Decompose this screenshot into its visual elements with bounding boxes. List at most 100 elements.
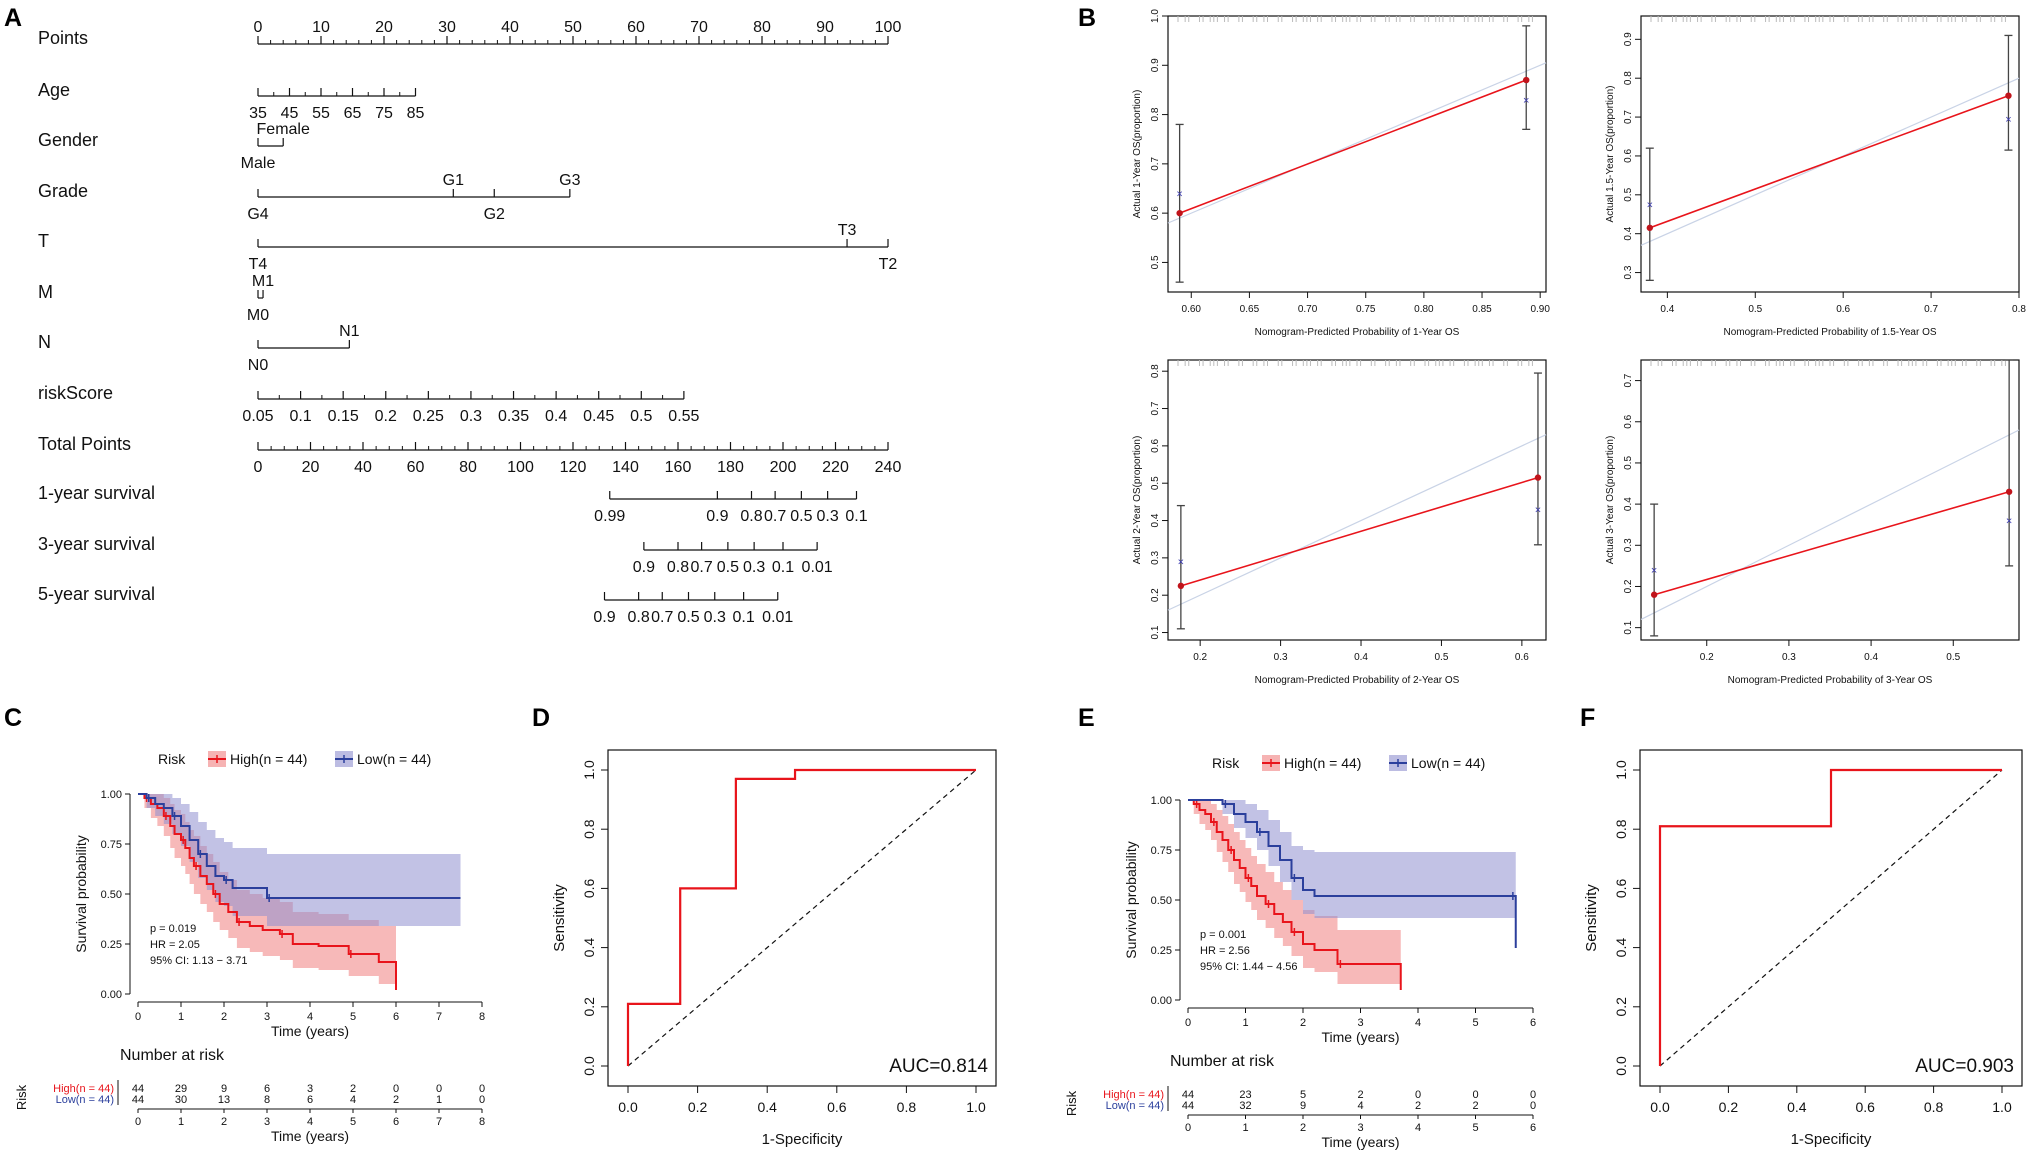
km-legend-title: Risk (158, 751, 186, 767)
calibration-xtick-label: 0.85 (1472, 304, 1492, 315)
km-ytick-label: 1.00 (101, 789, 122, 801)
calibration-ytick-label: 0.6 (1623, 414, 1634, 428)
calibration-ytick-label: 0.8 (1150, 107, 1161, 121)
km-ytick-label: 0.50 (101, 889, 122, 901)
roc-ytick-label: 0.6 (581, 878, 597, 898)
calibration-xtick-label: 0.60 (1182, 304, 1202, 315)
calibration-ytick-label: 0.6 (1150, 206, 1161, 220)
nomogram-tick-label-surv5: 0.9 (593, 609, 615, 626)
calibration-ideal-line (1167, 434, 1547, 611)
km-xtick-label: 4 (307, 1011, 313, 1023)
calibration-plot-calib3: × × 0.2 0.3 0.4 0.5 0.1 0.2 0.3 0.4 0.5 0.6 0.7 Nomog… (1605, 359, 2020, 686)
risk-table-xtick-label: 0 (1185, 1122, 1191, 1134)
calibration-frame (1640, 359, 2020, 641)
nomogram-tick-label-total: 240 (875, 459, 902, 476)
calibration-ytick-label: 0.1 (1150, 625, 1161, 639)
calibration-ytick-label: 0.2 (1150, 588, 1161, 602)
calibration-x-marker: × (1647, 200, 1653, 212)
risk-table-row-name: High(n = 44) (53, 1083, 114, 1095)
roc-frame (607, 749, 997, 1087)
nomogram-row-label-riskscore: riskScore (38, 383, 113, 403)
nomogram-tick-label-surv3: 0.9 (633, 559, 655, 576)
risk-table-row-name: High(n = 44) (1103, 1089, 1164, 1101)
km-xtick-label: 1 (1242, 1017, 1248, 1029)
risk-table-count: 8 (264, 1094, 270, 1106)
nomogram-tick-label-surv1: 0.7 (764, 508, 786, 525)
risk-table-count: 0 (436, 1083, 442, 1095)
calibration-panels: × × 0.60 0.65 0.70 0.75 0.80 0.85 0.90 0.5 0.6 0.7 0… (1132, 9, 2026, 686)
calibration-xtick-label: 0.6 (1515, 652, 1529, 663)
roc-ytick-label: 0.0 (1613, 1056, 1629, 1076)
nomogram-tick-label-age: 35 (249, 105, 267, 122)
panel-letter-c: C (4, 704, 22, 732)
nomogram-tick-label-surv3: 0.7 (691, 559, 713, 576)
risk-table-count: 44 (1182, 1089, 1194, 1101)
nomogram-tick-label-surv5: 0.3 (704, 609, 726, 626)
calibration-xtick-label: 0.70 (1298, 304, 1318, 315)
calibration-xtick-label: 0.2 (1700, 652, 1714, 663)
roc-ytick-label: 0.4 (581, 938, 597, 958)
risk-table-count: 9 (221, 1083, 227, 1095)
nomogram-tick-label-n: N1 (339, 323, 360, 340)
risk-table-xlabel: Time (years) (271, 1128, 349, 1144)
calibration-line (1179, 79, 1527, 214)
risk-table-ylabel: Risk (14, 1084, 29, 1110)
risk-table-xtick-label: 4 (1415, 1122, 1421, 1134)
nomogram-tick-label-total: 180 (717, 459, 744, 476)
risk-table-count: 44 (1182, 1100, 1194, 1112)
roc-xtick-label: 0.8 (1924, 1099, 1944, 1115)
risk-table-count: 32 (1239, 1100, 1251, 1112)
nomogram-tick-label-surv3: 0.5 (717, 559, 739, 576)
roc-xtick-label: 0.0 (1650, 1099, 1670, 1115)
risk-table-count: 29 (175, 1083, 187, 1095)
nomogram-row-label-gender: Gender (38, 130, 98, 150)
calibration-ylabel: Actual 1.5-Year OS(proportion) (1605, 86, 1616, 223)
risk-table-count: 9 (1300, 1100, 1306, 1112)
calibration-xtick-label: 0.5 (1434, 652, 1448, 663)
risk-table-xtick-label: 2 (221, 1116, 227, 1128)
nomogram-tick-label-points: 10 (312, 19, 330, 36)
nomogram-row-label-points: Points (38, 28, 88, 48)
calibration-xtick-label: 0.4 (1354, 652, 1368, 663)
nomogram-tick-label-grade: G2 (484, 206, 505, 223)
nomogram-tick-label-points: 40 (501, 19, 519, 36)
nomogram-tick-label-points: 60 (627, 19, 645, 36)
nomogram-tick-label-total: 0 (254, 459, 263, 476)
km-xtick-label: 0 (135, 1011, 141, 1023)
risk-table-xtick-label: 1 (1242, 1122, 1248, 1134)
risk-table-count: 0 (1472, 1089, 1478, 1101)
roc-ytick-label: 0.8 (1613, 819, 1629, 839)
km-legend-label-1: Low(n = 44) (1411, 755, 1485, 771)
nomogram-tick-label-points: 50 (564, 19, 582, 36)
calibration-point (1176, 209, 1183, 217)
nomogram-tick-label-total: 20 (302, 459, 320, 476)
calibration-ytick-label: 0.5 (1623, 187, 1634, 201)
roc-xlabel: 1-Specificity (762, 1131, 843, 1148)
calibration-ytick-label: 0.9 (1150, 58, 1161, 72)
km-xtick-label: 7 (436, 1011, 442, 1023)
risk-table-count: 2 (1472, 1100, 1478, 1112)
nomogram-tick-label-grade: G1 (443, 172, 464, 189)
risk-table-count: 4 (350, 1094, 356, 1106)
roc-auc-label: AUC=0.814 (889, 1056, 988, 1077)
nomogram-tick-label-surv1: 0.99 (594, 508, 625, 525)
km-annotation: 95% CI: 1.13 − 3.71 (150, 955, 248, 967)
roc-ytick-label: 0.8 (581, 819, 597, 839)
nomogram-tick-label-riskscore: 0.4 (545, 408, 567, 425)
calibration-xtick-label: 0.90 (1530, 304, 1550, 315)
km-legend-title: Risk (1212, 755, 1240, 771)
calibration-point (2005, 488, 2013, 495)
km-xtick-label: 4 (1415, 1017, 1421, 1029)
km-xtick-label: 6 (393, 1011, 399, 1023)
risk-table-count: 0 (479, 1094, 485, 1106)
nomogram-row-label-n: N (38, 332, 51, 352)
nomogram-tick-label-riskscore: 0.45 (583, 408, 614, 425)
km-annotation: HR = 2.56 (1200, 945, 1250, 957)
risk-table-count: 4 (1357, 1100, 1363, 1112)
calibration-xlabel: Nomogram-Predicted Probability of 1.5-Ye… (1723, 327, 1936, 338)
km-xtick-label: 1 (178, 1011, 184, 1023)
roc-xtick-label: 1.0 (966, 1099, 986, 1115)
roc-panels: 0.0 0.2 0.4 0.6 0.8 1.0 0.0 0.2 0.4 0.6 0.8 1.0 1-Sp… (551, 749, 2023, 1148)
calibration-ytick-label: 1.0 (1150, 9, 1161, 23)
km-legend-label-0: High(n = 44) (230, 751, 307, 767)
